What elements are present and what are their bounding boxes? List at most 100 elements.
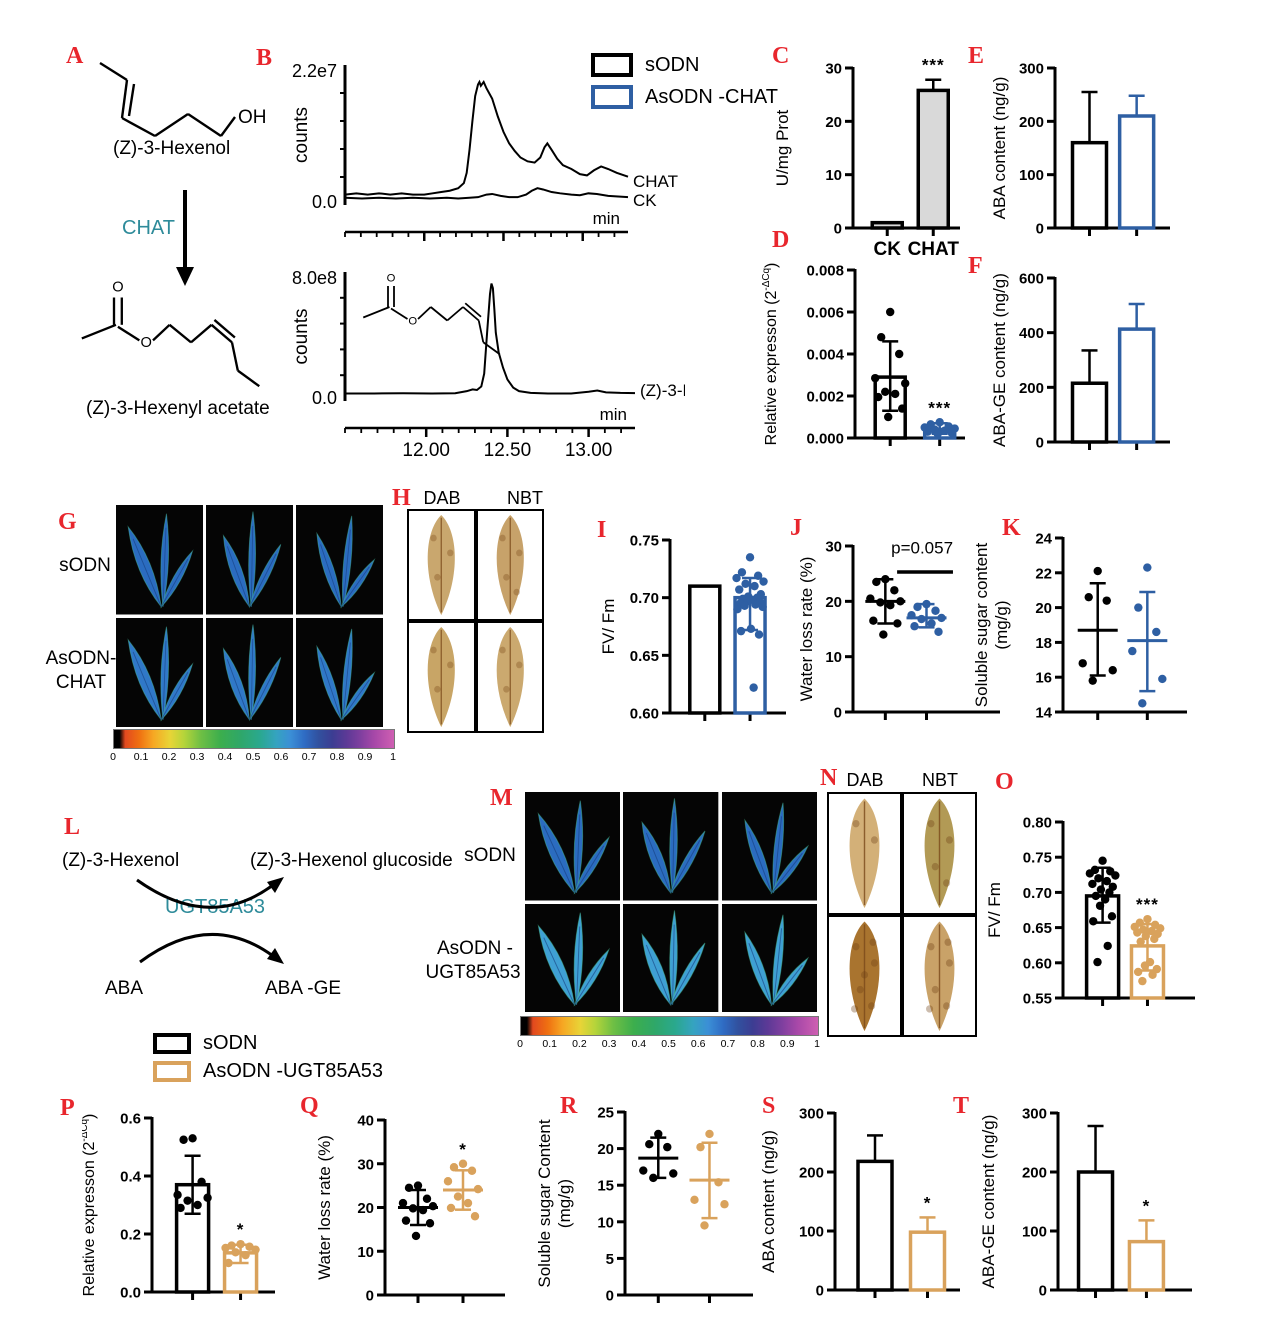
- panel-label-C: C: [772, 43, 790, 69]
- svg-text:Relative expresson (2-ΔCq): Relative expresson (2-ΔCq): [761, 263, 780, 446]
- chart-canvas-F: 0 200 400 600 ABA-GE content (ng/g): [990, 271, 1170, 452]
- svg-text:counts: counts: [291, 309, 312, 365]
- svg-text:min: min: [600, 405, 627, 424]
- colorbar-tick-label: 0.8: [329, 751, 345, 763]
- svg-text:20: 20: [1035, 600, 1052, 617]
- row-label-asodn-ugt-1: AsODN -: [437, 938, 513, 959]
- molecule-aba-ge: ABA -GE: [265, 978, 342, 999]
- svg-text:0.60: 0.60: [1023, 955, 1052, 972]
- chart-canvas-T: 0 100 200 300 ABA-GE content (ng/g) *: [979, 1106, 1192, 1300]
- chart-fvfm-chat: 0.60 0.65 0.70 0.75 FV/ Fm: [599, 526, 792, 738]
- svg-text:0.75: 0.75: [1023, 850, 1052, 867]
- chart-abage-content-chat: 0 200 400 600 ABA-GE content (ng/g): [985, 258, 1176, 470]
- fluorescence-leaf-image: [525, 792, 621, 901]
- fluorescence-leaf-image: [116, 617, 203, 727]
- svg-text:0: 0: [606, 1288, 614, 1305]
- svg-text:ABA-GE content (ng/g): ABA-GE content (ng/g): [982, 1115, 998, 1289]
- svg-text:20: 20: [825, 114, 842, 131]
- legend-item: AsODN -CHAT: [591, 85, 778, 109]
- svg-text:25: 25: [597, 1105, 614, 1122]
- chart-enzyme-activity: 0 10 20 30 U/mg Prot *** CK CHAT: [770, 48, 968, 262]
- chart-canvas-P: 0.0 0.2 0.4 0.6 Relative expresson (2-ΔCq) *: [79, 1111, 275, 1302]
- svg-text:10: 10: [357, 1244, 374, 1261]
- svg-text:0.0: 0.0: [312, 192, 337, 212]
- svg-text:300: 300: [799, 1106, 824, 1123]
- colorbar-tick-label: 1: [390, 751, 396, 763]
- svg-text:0.008: 0.008: [806, 263, 844, 280]
- fluorescence-leaf-image: [721, 903, 817, 1012]
- reaction-arrow-down: [176, 190, 194, 286]
- fluorescence-leaf-image: [116, 505, 203, 615]
- svg-text:(Z)-3-HAC: (Z)-3-HAC: [640, 381, 685, 400]
- column-header-nbt: NBT: [507, 488, 543, 508]
- chart-relative-expression-ugt: 0.0 0.2 0.4 0.6 Relative expresson (2-ΔCq) *: [79, 1096, 282, 1318]
- panel-label-N: N: [820, 765, 838, 791]
- panel-label-K: K: [1002, 515, 1021, 541]
- fvfm-colorbar-G: 0 0.1 0.2 0.3 0.4 0.5 0.6 0.7 0.8 0.9 1: [110, 729, 396, 765]
- colorbar-tick-label: 0.9: [779, 1038, 795, 1050]
- svg-text:0: 0: [1039, 1283, 1047, 1300]
- stain-grid-H: [407, 509, 544, 734]
- svg-text:2.2e7: 2.2e7: [292, 61, 337, 81]
- row-label-sodn-m: sODN: [464, 845, 516, 866]
- colorbar-gradient: [520, 1016, 819, 1036]
- compound-name-hexenyl-acetate: (Z)-3-Hexenyl acetate: [86, 398, 270, 419]
- svg-text:0: 0: [1036, 221, 1044, 238]
- chart-abage-content-ugt: 0 100 200 300 ABA-GE content (ng/g) *: [979, 1096, 1200, 1318]
- panel-label-E: E: [968, 43, 985, 69]
- row-label-sodn: sODN: [59, 555, 111, 576]
- svg-text:Water loss rate (%): Water loss rate (%): [318, 1135, 334, 1280]
- hydroxyl-label: OH: [238, 107, 267, 128]
- panel-label-G: G: [58, 509, 77, 535]
- legend-chat: sODN AsODN -CHAT: [591, 53, 778, 109]
- svg-text:15: 15: [597, 1178, 614, 1195]
- svg-text:200: 200: [1019, 380, 1044, 397]
- svg-text:40: 40: [357, 1113, 374, 1130]
- legend-ugt: sODN AsODN -UGT85A53: [153, 1032, 383, 1083]
- svg-text:100: 100: [1019, 167, 1044, 184]
- svg-text:0.80: 0.80: [1023, 815, 1052, 832]
- stained-leaf-image: [407, 509, 476, 622]
- legend-label: sODN: [645, 53, 700, 76]
- chart-water-loss-chat: 0 10 20 30 Water loss rate (%) p=0.057: [797, 520, 1008, 732]
- svg-text:30: 30: [825, 539, 842, 556]
- legend-swatch-sodn: [153, 1033, 191, 1054]
- svg-text:0.55: 0.55: [1023, 991, 1052, 1008]
- svg-text:ABA content (ng/g): ABA content (ng/g): [762, 1130, 778, 1273]
- chart-canvas-S: 0 100 200 300 ABA content (ng/g) *: [759, 1106, 960, 1300]
- chart-canvas-O: 0.55 0.60 0.65 0.70 0.75 0.80 FV/ Fm ***: [985, 815, 1195, 1008]
- chart-relative-expression-chat: 0.000 0.002 0.004 0.006 0.008 Relative expres…: [752, 250, 973, 466]
- stained-leaf-image: [827, 792, 902, 915]
- svg-text:*: *: [924, 1193, 932, 1212]
- colorbar-tick-label: 0: [517, 1038, 523, 1050]
- reaction-cross-arrows: [136, 877, 284, 964]
- svg-text:10: 10: [597, 1214, 614, 1231]
- chart-canvas-K: 14 16 18 20 22 24 Soluble sugar content(mg/g): [972, 531, 1187, 722]
- svg-text:22: 22: [1035, 565, 1052, 582]
- row-label-asodn-ugt-2: UGT85A53: [425, 962, 521, 983]
- legend-item: sODN: [153, 1032, 383, 1055]
- svg-text:20: 20: [597, 1141, 614, 1158]
- panel-label-J: J: [790, 515, 802, 541]
- svg-text:Relative expresson (2-ΔCq): Relative expresson (2-ΔCq): [82, 1114, 98, 1297]
- svg-text:p=0.057: p=0.057: [891, 539, 953, 558]
- panel-label-L: L: [64, 814, 81, 840]
- hexenyl-acetate-structure-use: [80, 278, 261, 388]
- fluorescence-leaf-image: [206, 505, 293, 615]
- row-label-asodn-chat-2: CHAT: [55, 672, 107, 693]
- svg-text:200: 200: [799, 1165, 824, 1182]
- colorbar-tick-label: 0.7: [301, 751, 317, 763]
- svg-text:Soluble sugar content: Soluble sugar content: [975, 543, 991, 708]
- panel-label-B: B: [256, 45, 273, 71]
- fluorescence-leaf-image: [721, 792, 817, 901]
- stain-grid-N: [827, 792, 977, 1038]
- panel-label-D: D: [772, 227, 790, 253]
- svg-text:0: 0: [816, 1283, 824, 1300]
- svg-text:8.0e8: 8.0e8: [292, 268, 337, 288]
- svg-text:***: ***: [928, 398, 951, 417]
- colorbar-tick-label: 0.7: [720, 1038, 736, 1050]
- svg-text:200: 200: [1019, 114, 1044, 131]
- fluorescence-leaf-image: [206, 617, 293, 727]
- svg-text:10: 10: [825, 167, 842, 184]
